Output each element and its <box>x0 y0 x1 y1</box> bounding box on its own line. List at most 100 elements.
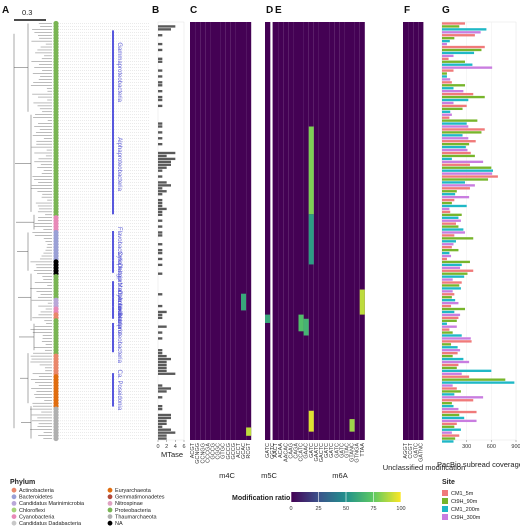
mtase-bar <box>158 160 171 164</box>
heatmap-column <box>230 22 236 440</box>
coverage-bar <box>442 428 461 431</box>
coverage-bar <box>442 313 461 317</box>
clade-label: Betaproteobacteria <box>116 312 122 363</box>
clade-label: Flavobacteriia <box>116 227 122 265</box>
mtase-bar <box>158 263 163 267</box>
coverage-bar <box>442 422 457 425</box>
coverage-bar <box>442 142 470 146</box>
mtase-bar <box>158 198 163 202</box>
mtase-bar <box>158 95 163 99</box>
heatmap-column <box>403 22 409 440</box>
mtase-bar <box>158 413 171 417</box>
phylum-legend-swatch <box>11 507 17 513</box>
group-title-unclassified: Unclassified modification <box>383 463 466 472</box>
coverage-bar <box>442 328 450 331</box>
coverage-bar <box>442 387 457 390</box>
coverage-bar <box>442 181 466 184</box>
motif-label: GCAC <box>241 443 247 459</box>
coverage-bar <box>442 90 464 93</box>
heatmap-cell <box>359 289 365 315</box>
coverage-bar <box>442 243 454 246</box>
mtase-bar <box>158 437 167 440</box>
heatmap-column <box>354 22 360 440</box>
phylum-legend-label: Candidatus Marinimicrobia <box>19 501 85 507</box>
heatmap-column <box>349 22 355 440</box>
motif-label: CGGC <box>216 443 222 460</box>
coverage-bar <box>442 57 449 60</box>
coverage-bar <box>442 310 455 314</box>
motif-label: CCNGG <box>200 443 206 463</box>
coverage-tick-label: 300 <box>462 444 471 450</box>
heatmap-column <box>298 22 304 440</box>
coverage-bar <box>442 416 465 420</box>
coverage-bar <box>442 175 498 178</box>
motif-label: ACCT <box>236 442 242 458</box>
heatmap-cell <box>349 419 355 432</box>
motif-label: GCCG <box>231 443 237 460</box>
coverage-bar <box>442 431 452 434</box>
coverage-bar <box>442 343 452 346</box>
mtase-tick-label: 6 <box>182 444 185 450</box>
mtase-bar <box>158 151 176 155</box>
coverage-bar <box>442 201 452 205</box>
coverage-bar <box>442 81 452 84</box>
colorbar-ticks: 0 25 50 75 100 <box>289 492 406 512</box>
mtase-bar <box>158 313 163 317</box>
clade-label: Cyanobacteria <box>116 290 122 329</box>
mtase-axis-title: MTase <box>161 450 183 459</box>
mtase-bar <box>158 175 163 178</box>
motif-label: TTAA <box>360 443 366 457</box>
coverage-bar <box>442 396 484 399</box>
coverage-tick-label: 900 <box>511 444 520 450</box>
mtase-bar <box>158 181 167 184</box>
coverage-bar <box>442 340 472 343</box>
coverage-bar <box>442 225 459 228</box>
coverage-bar <box>442 407 459 411</box>
mtase-bar <box>158 154 167 158</box>
clade-label: Cytophagia <box>116 251 122 282</box>
mtase-bar <box>158 187 163 190</box>
heatmap-cell <box>265 314 271 323</box>
coverage-bar <box>442 278 453 281</box>
coverage-bar <box>442 87 454 90</box>
panel-letter-f: F <box>404 5 410 16</box>
coverage-bar <box>442 372 462 375</box>
phylum-legend-label: NA <box>115 521 123 527</box>
coverage-bar <box>442 169 493 172</box>
coverage-bar <box>442 125 469 128</box>
mtase-bar <box>158 169 163 172</box>
motif-label: RCGT <box>246 442 252 458</box>
site-legend-label: CM1_5m <box>451 491 474 497</box>
heatmap-column <box>210 22 216 440</box>
coverage-bar <box>442 122 467 125</box>
phylum-legend-swatch <box>11 494 17 500</box>
phylum-legend-swatch <box>11 520 17 526</box>
coverage-bar <box>442 190 457 193</box>
coverage-bar <box>442 69 454 72</box>
coverage-bar <box>442 72 447 75</box>
mtase-bar <box>158 125 163 128</box>
mtase-bar <box>158 416 171 420</box>
clade-label: Actinobacteria <box>116 297 122 336</box>
coverage-tick-label: 600 <box>487 444 496 450</box>
clade-labels: Gammaproteobacteria Alphaproteobacteria Fl… <box>112 30 122 411</box>
mtase-bar <box>158 81 163 84</box>
coverage-bar <box>442 110 451 113</box>
motif-label: CCCGA <box>205 443 211 463</box>
mtase-tick-label: 0 <box>156 444 159 450</box>
coverage-bar <box>442 22 466 25</box>
mtase-bar <box>158 201 163 205</box>
phylum-legend: Phylum ActinobacteriaBacteroidetesCandid… <box>10 479 165 527</box>
motif-label: GCNGG <box>195 443 201 464</box>
coverage-bar <box>442 366 457 370</box>
mtase-tick-label: 4 <box>174 444 177 450</box>
heatmap-cell <box>308 410 314 432</box>
mtase-bar <box>158 243 163 246</box>
phylum-legend-swatch <box>11 501 17 506</box>
panel-letter-c: C <box>190 5 197 16</box>
coverage-bar <box>442 45 485 49</box>
phylum-legend-swatch <box>107 501 113 506</box>
mtase-bar <box>158 337 163 340</box>
heatmap-column <box>200 22 206 440</box>
site-legend-swatch <box>442 514 448 520</box>
